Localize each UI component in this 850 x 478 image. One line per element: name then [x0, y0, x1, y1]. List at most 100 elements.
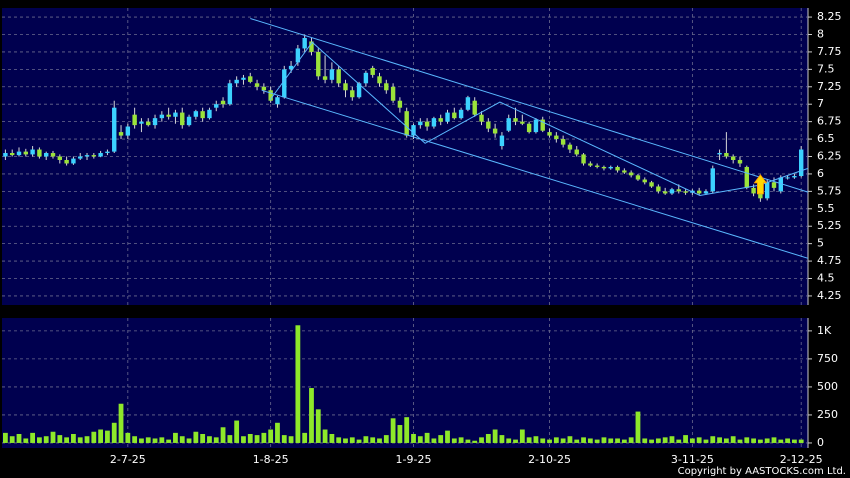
volume-bar: [615, 438, 620, 443]
volume-bar: [424, 432, 430, 443]
candle-body: [520, 121, 525, 124]
volume-bar: [139, 438, 144, 443]
candle-body: [227, 83, 233, 105]
volume-bar: [533, 436, 539, 443]
candle-body: [737, 159, 743, 164]
candle-body: [771, 182, 777, 188]
candle-body: [792, 176, 797, 178]
volume-bar: [608, 438, 614, 443]
candle-body: [152, 118, 158, 126]
volume-bar: [479, 437, 484, 443]
trend-line: [250, 18, 809, 193]
candle-body: [16, 151, 22, 156]
candle-body: [418, 121, 423, 126]
volume-bar: [560, 438, 566, 443]
volume-bar: [166, 439, 172, 443]
volume-bar: [343, 438, 348, 443]
candle-body: [669, 189, 675, 194]
candle-body: [254, 83, 260, 87]
volume-bar: [261, 432, 267, 443]
volume-bar: [757, 439, 763, 443]
candle-body: [268, 90, 273, 101]
candle-body: [574, 149, 579, 155]
volume-bar: [383, 435, 389, 443]
volume-bar: [669, 436, 675, 443]
candle-body: [193, 111, 199, 117]
candle-body: [730, 156, 736, 160]
x-tick-label: 2-12-25: [780, 453, 823, 466]
volume-bar: [499, 435, 505, 443]
candle-body: [91, 155, 97, 157]
candle-body: [343, 83, 348, 91]
volume-bar: [71, 433, 76, 443]
candle-body: [350, 90, 355, 98]
volume-bar: [57, 435, 63, 443]
candle-body: [785, 177, 790, 179]
candle-body: [798, 149, 804, 177]
candle-body: [302, 37, 307, 49]
volume-bar: [145, 437, 151, 443]
candle-body: [214, 104, 219, 108]
volume-bar: [302, 432, 308, 443]
volume-bar: [30, 432, 36, 443]
candle-body: [465, 97, 471, 110]
volume-bar: [77, 437, 83, 443]
candle-body: [146, 121, 151, 126]
candle-body: [370, 67, 375, 75]
candle-body: [588, 163, 593, 166]
candle-body: [159, 114, 165, 119]
volume-bar: [247, 433, 253, 443]
volume-bar: [91, 431, 97, 443]
candle-body: [452, 112, 457, 119]
candle-body: [540, 119, 545, 131]
candle-body: [615, 166, 620, 171]
candle-body: [329, 69, 335, 80]
candle-body: [567, 144, 573, 150]
volume-bar: [445, 430, 450, 443]
volume-bar: [751, 438, 756, 443]
candle-body: [724, 153, 729, 157]
volume-bar: [411, 433, 416, 443]
volume-bar: [397, 425, 403, 443]
volume-bar: [275, 422, 280, 443]
volume-bar: [9, 436, 15, 443]
volume-bar: [683, 435, 688, 443]
volume-bar: [655, 438, 661, 443]
candle-body: [241, 77, 246, 80]
candle-body: [336, 69, 341, 84]
volume-bar: [635, 411, 641, 443]
volume-bar: [16, 433, 22, 443]
candle-body: [78, 156, 83, 159]
volume-bar: [152, 438, 158, 443]
candle-body: [125, 126, 131, 136]
volume-bar: [431, 438, 437, 443]
y-tick-label: 500: [817, 380, 838, 393]
volume-bar: [717, 437, 722, 443]
volume-bar: [105, 430, 110, 443]
candle-body: [499, 135, 505, 147]
volume-bar: [438, 435, 444, 443]
y-tick-label: 250: [817, 408, 838, 421]
volume-bar: [621, 439, 627, 443]
volume-bar: [193, 431, 199, 443]
candle-body: [390, 86, 396, 101]
candle-body: [744, 166, 749, 188]
volume-bar: [213, 437, 219, 443]
volume-bar: [268, 429, 274, 443]
volume-bar: [553, 437, 559, 443]
copyright: Copyright by AASTOCKS.com Ltd.: [678, 466, 846, 477]
y-tick-label: 4.75: [817, 254, 842, 267]
candle-body: [635, 175, 641, 180]
candle-body: [118, 132, 124, 136]
volume-bar: [785, 438, 790, 443]
candle-body: [554, 135, 559, 140]
volume-bar: [125, 432, 131, 443]
volume-bar: [281, 435, 287, 443]
x-tick-label: 1-8-25: [253, 453, 289, 466]
candle-body: [751, 187, 756, 194]
y-tick-label: 7.25: [817, 80, 842, 93]
candle-body: [676, 189, 681, 192]
candle-body: [275, 97, 280, 105]
x-tick-label: 1-9-25: [396, 453, 432, 466]
